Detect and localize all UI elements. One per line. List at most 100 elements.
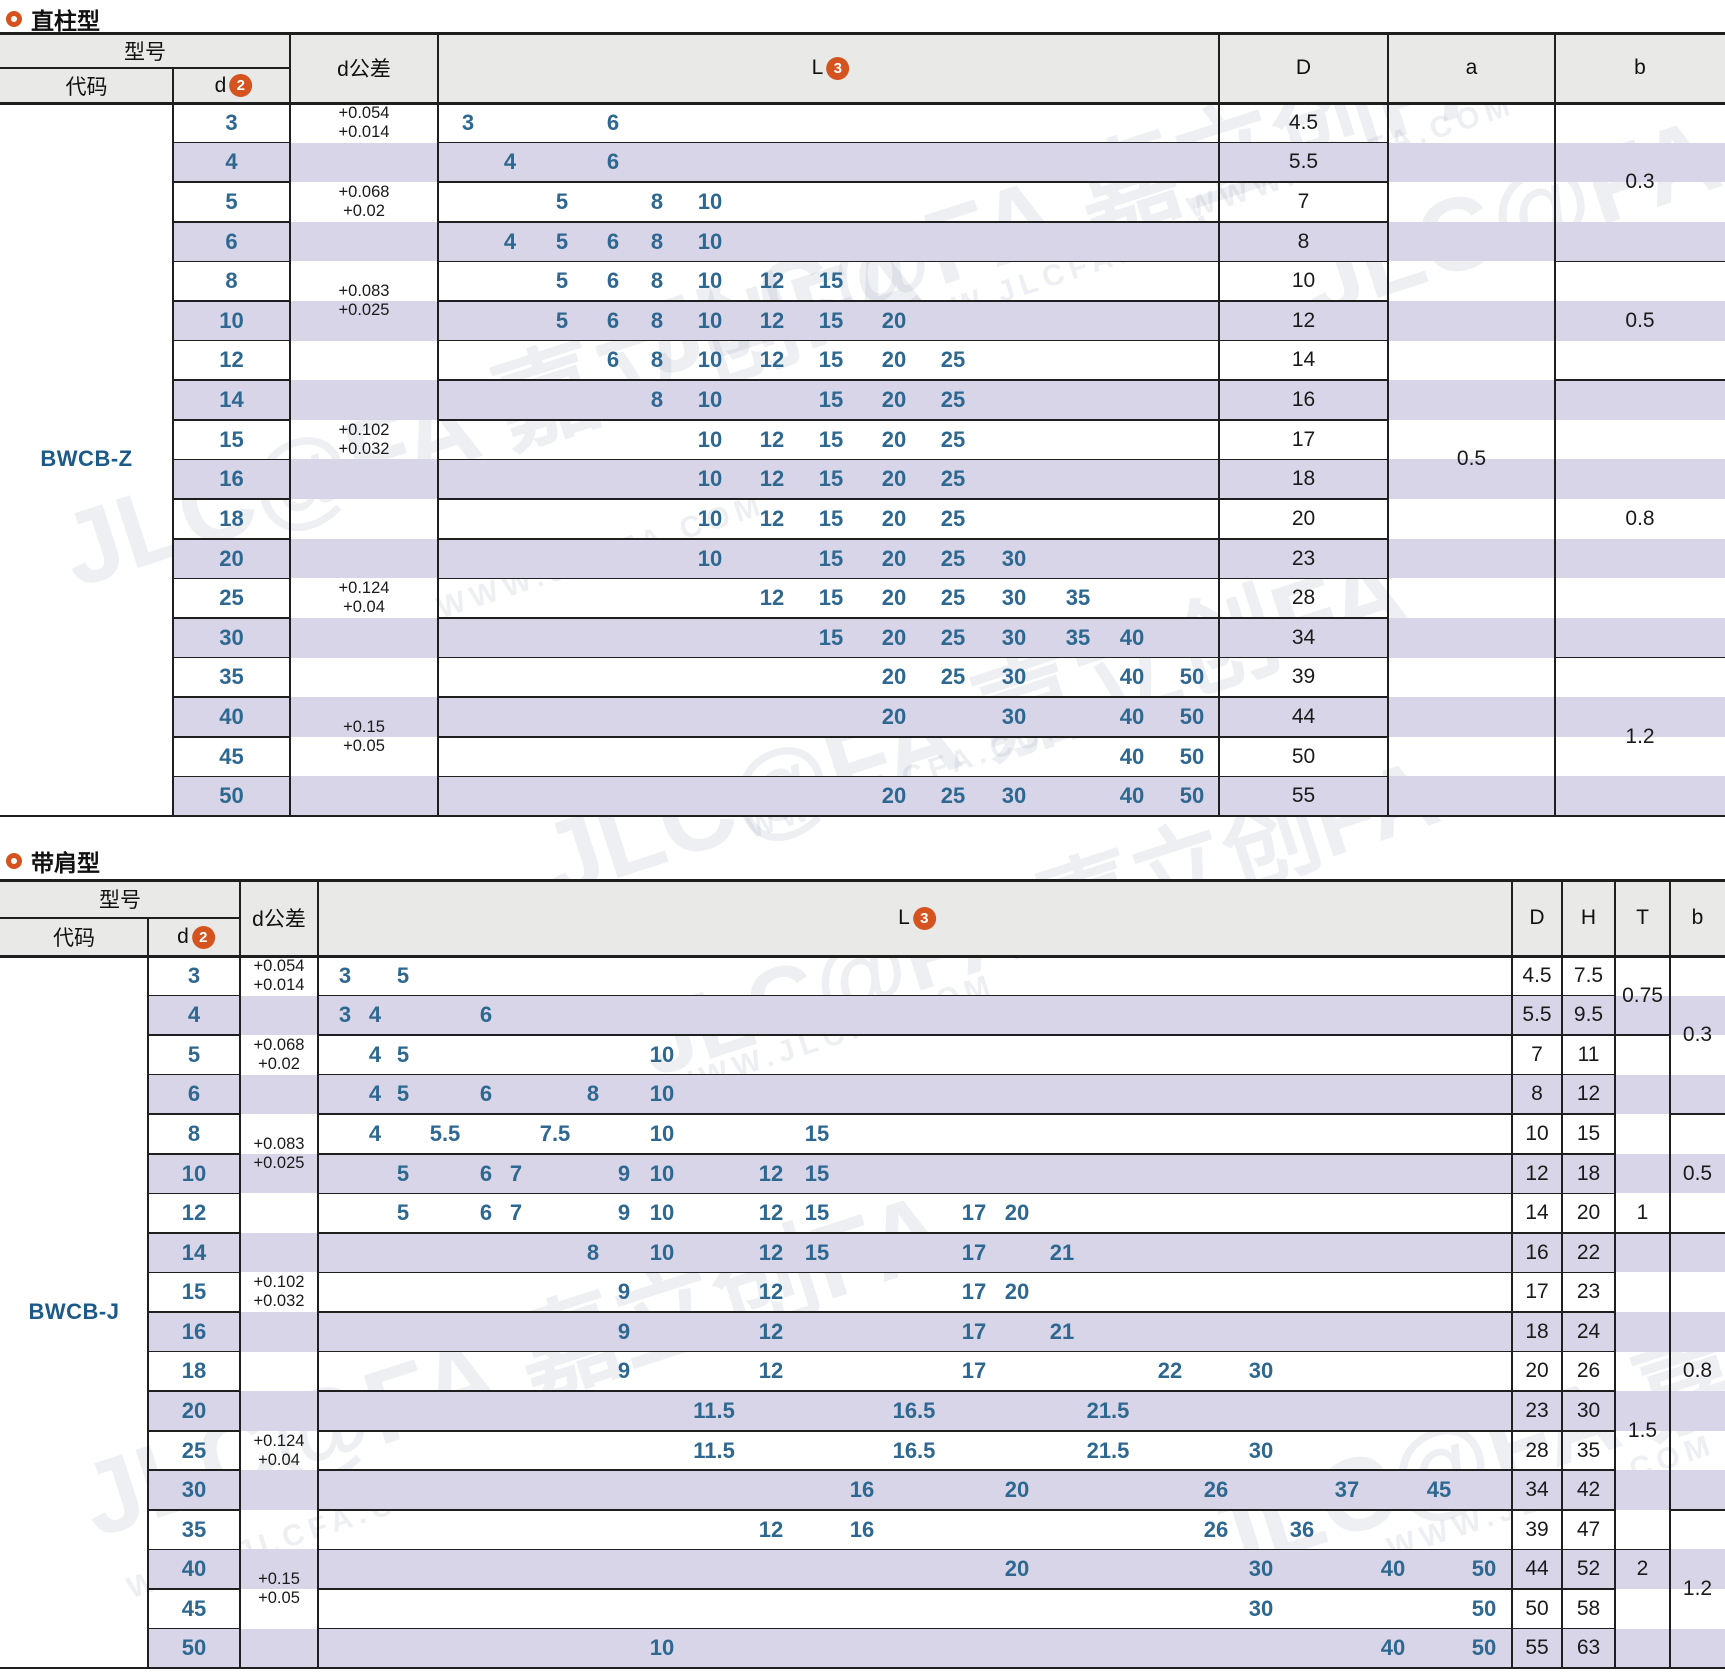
l-value: 36 bbox=[1289, 1516, 1315, 1542]
row-stripe bbox=[173, 617, 1725, 658]
D-value: 8 bbox=[1297, 229, 1310, 253]
l-value: 10 bbox=[649, 1635, 675, 1661]
l-value: 10 bbox=[697, 426, 723, 452]
grid-line bbox=[438, 300, 1388, 302]
circled-number-icon: 2 bbox=[229, 74, 253, 97]
l-value: 35 bbox=[1065, 624, 1091, 650]
row-stripe bbox=[173, 221, 1725, 262]
d-value: 14 bbox=[219, 387, 244, 413]
grid-line bbox=[172, 68, 174, 816]
l-value: 17 bbox=[961, 1279, 987, 1305]
l-value: 20 bbox=[1004, 1279, 1030, 1305]
l-value: 12 bbox=[758, 1516, 784, 1542]
l-value: 10 bbox=[697, 307, 723, 333]
l-value: 25 bbox=[940, 347, 966, 373]
grid-line bbox=[173, 696, 290, 698]
l-value: 7 bbox=[509, 1200, 523, 1226]
grid-line bbox=[0, 954, 1725, 958]
l-value: 12 bbox=[759, 426, 785, 452]
grid-line bbox=[318, 1390, 1615, 1392]
header-code: 代码 bbox=[65, 75, 108, 99]
d-value: 18 bbox=[219, 505, 244, 531]
D-value: 4.5 bbox=[1522, 963, 1552, 987]
a-value: 0.5 bbox=[1456, 447, 1487, 471]
l-value: 4 bbox=[368, 1081, 382, 1107]
l-value: 12 bbox=[758, 1358, 784, 1384]
D-value: 50 bbox=[1291, 744, 1316, 768]
l-value: 4 bbox=[503, 228, 517, 254]
l-value: 30 bbox=[1001, 545, 1027, 571]
row-stripe bbox=[148, 1153, 1725, 1194]
grid-line bbox=[173, 537, 290, 540]
d-value: 5 bbox=[225, 189, 238, 215]
d-value: 25 bbox=[181, 1437, 207, 1463]
l-value: 12 bbox=[758, 1200, 784, 1226]
l-value: 45 bbox=[1426, 1477, 1452, 1503]
l-value: 12 bbox=[759, 307, 785, 333]
grid-line bbox=[148, 1390, 240, 1392]
section-title-text: 带肩型 bbox=[31, 850, 100, 876]
header-length-letter: L bbox=[898, 906, 910, 929]
l-value: 8 bbox=[650, 189, 664, 215]
H-value: 18 bbox=[1576, 1161, 1601, 1185]
l-value: 12 bbox=[758, 1160, 784, 1186]
grid-line bbox=[438, 498, 1388, 500]
d-value: 15 bbox=[181, 1279, 207, 1305]
l-value: 30 bbox=[1001, 783, 1027, 809]
l-value: 25 bbox=[940, 387, 966, 413]
grid-line bbox=[0, 101, 1725, 105]
l-value: 11.5 bbox=[693, 1437, 735, 1463]
grid-line bbox=[438, 221, 1388, 223]
l-value: 15 bbox=[818, 307, 844, 333]
b-value: 0.5 bbox=[1682, 1161, 1713, 1185]
l-value: 15 bbox=[818, 387, 844, 413]
b-value: 0.8 bbox=[1625, 506, 1655, 530]
grid-line bbox=[173, 735, 290, 738]
D-value: 18 bbox=[1525, 1319, 1549, 1343]
d-value: 3 bbox=[225, 109, 238, 135]
l-value: 20 bbox=[881, 505, 907, 531]
d-value: 8 bbox=[225, 268, 238, 294]
l-value: 17 bbox=[961, 1318, 987, 1344]
H-value: 22 bbox=[1576, 1240, 1601, 1264]
grid-line bbox=[148, 1192, 240, 1195]
l-value: 5 bbox=[396, 962, 410, 988]
l-value: 8 bbox=[650, 307, 664, 333]
H-value: 47 bbox=[1576, 1517, 1601, 1541]
l-value: 8 bbox=[650, 228, 664, 254]
l-value: 4 bbox=[368, 1002, 382, 1028]
l-value: 15 bbox=[818, 585, 844, 611]
model-code: BWCB-J bbox=[28, 1299, 120, 1325]
l-value: 25 bbox=[940, 426, 966, 452]
l-value: 9 bbox=[617, 1318, 631, 1344]
l-value: 40 bbox=[1119, 703, 1145, 729]
l-value: 50 bbox=[1179, 703, 1205, 729]
D-value: 16 bbox=[1291, 388, 1316, 412]
grid-line bbox=[1555, 656, 1725, 659]
l-value: 50 bbox=[1179, 743, 1205, 769]
l-value: 6 bbox=[479, 1160, 493, 1186]
l-value: 10 bbox=[697, 466, 723, 492]
d-value: 4 bbox=[187, 1002, 201, 1028]
l-value: 10 bbox=[649, 1239, 675, 1265]
H-value: 24 bbox=[1576, 1319, 1601, 1343]
D-value: 5.5 bbox=[1522, 1003, 1552, 1027]
l-value: 8 bbox=[650, 347, 664, 373]
tolerance-group: +0.068 +0.02 bbox=[338, 183, 390, 221]
D-value: 20 bbox=[1525, 1359, 1549, 1383]
H-value: 42 bbox=[1576, 1478, 1601, 1502]
l-value: 7 bbox=[509, 1160, 523, 1186]
grid-line bbox=[438, 696, 1388, 698]
row-stripe bbox=[173, 538, 1725, 579]
grid-line bbox=[1554, 33, 1556, 816]
grid-line bbox=[318, 1429, 1615, 1432]
l-value: 5 bbox=[396, 1160, 410, 1186]
grid-line bbox=[1615, 1034, 1670, 1036]
l-value: 6 bbox=[606, 228, 620, 254]
grid-line bbox=[173, 379, 290, 382]
tolerance-group: +0.054 +0.014 bbox=[338, 103, 390, 141]
d-value: 25 bbox=[219, 585, 244, 611]
D-value: 12 bbox=[1291, 308, 1316, 332]
